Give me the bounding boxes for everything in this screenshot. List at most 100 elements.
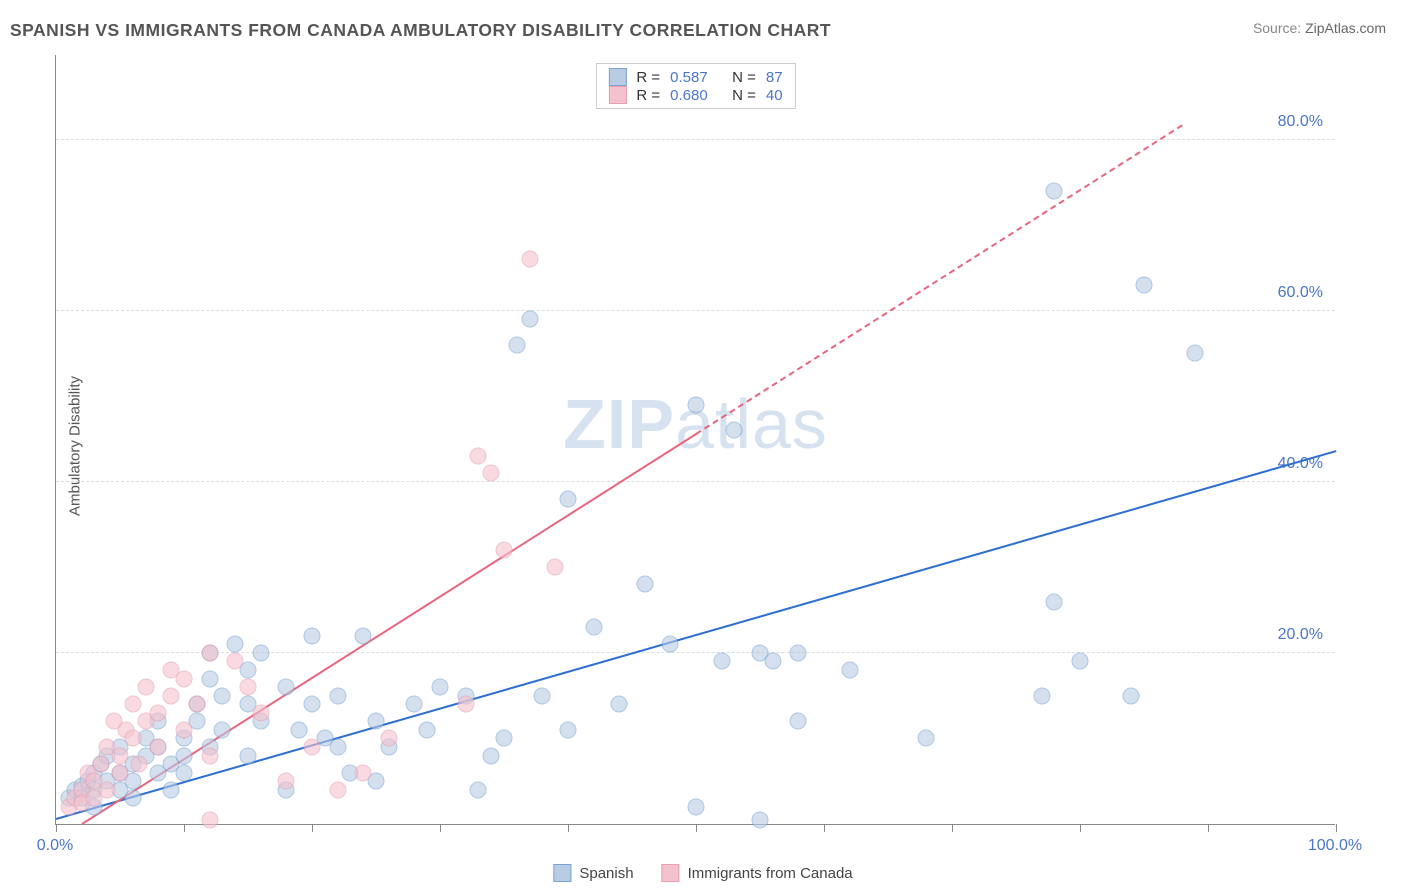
- data-point: [176, 670, 193, 687]
- data-point: [547, 559, 564, 576]
- data-point: [662, 636, 679, 653]
- chart-container: SPANISH VS IMMIGRANTS FROM CANADA AMBULA…: [0, 0, 1406, 892]
- gridline: [56, 652, 1335, 653]
- data-point: [176, 747, 193, 764]
- legend-stats: R = 0.587 N = 87R = 0.680 N = 40: [595, 63, 795, 109]
- source-value: ZipAtlas.com: [1305, 20, 1386, 36]
- chart-title: SPANISH VS IMMIGRANTS FROM CANADA AMBULA…: [10, 20, 831, 41]
- x-tick: [696, 824, 697, 832]
- trend-line: [56, 450, 1337, 820]
- data-point: [752, 811, 769, 828]
- data-point: [470, 448, 487, 465]
- watermark-bold: ZIP: [563, 385, 675, 463]
- gridline: [56, 139, 1335, 140]
- data-point: [252, 644, 269, 661]
- x-tick: [312, 824, 313, 832]
- gridline: [56, 481, 1335, 482]
- data-point: [304, 696, 321, 713]
- data-point: [483, 465, 500, 482]
- legend-N-label: N =: [732, 87, 756, 104]
- data-point: [163, 687, 180, 704]
- data-point: [112, 747, 129, 764]
- data-point: [764, 653, 781, 670]
- trend-line: [695, 124, 1182, 435]
- legend-swatch: [553, 864, 571, 882]
- data-point: [726, 422, 743, 439]
- legend-series-label: Spanish: [579, 865, 633, 882]
- data-point: [1136, 277, 1153, 294]
- data-point: [124, 730, 141, 747]
- data-point: [841, 662, 858, 679]
- data-point: [214, 721, 231, 738]
- data-point: [419, 721, 436, 738]
- data-point: [470, 781, 487, 798]
- y-tick-label: 20.0%: [1278, 626, 1323, 644]
- source-attribution: Source: ZipAtlas.com: [1253, 20, 1386, 36]
- data-point: [304, 627, 321, 644]
- data-point: [278, 679, 295, 696]
- data-point: [713, 653, 730, 670]
- legend-R-value: 0.680: [670, 87, 722, 104]
- data-point: [176, 764, 193, 781]
- data-point: [508, 336, 525, 353]
- data-point: [227, 653, 244, 670]
- legend-item: Spanish: [553, 864, 633, 882]
- legend-swatch: [608, 68, 626, 86]
- data-point: [92, 756, 109, 773]
- source-label: Source:: [1253, 20, 1305, 36]
- data-point: [252, 704, 269, 721]
- data-point: [406, 696, 423, 713]
- legend-series-label: Immigrants from Canada: [688, 865, 853, 882]
- legend-R-value: 0.587: [670, 69, 722, 86]
- data-point: [150, 739, 167, 756]
- data-point: [560, 721, 577, 738]
- x-tick: [1336, 824, 1337, 832]
- data-point: [496, 542, 513, 559]
- data-point: [355, 764, 372, 781]
- x-max-label: 100.0%: [1308, 837, 1362, 855]
- data-point: [291, 721, 308, 738]
- x-tick: [440, 824, 441, 832]
- y-tick-label: 60.0%: [1278, 284, 1323, 302]
- data-point: [124, 696, 141, 713]
- data-point: [137, 679, 154, 696]
- legend-R-label: R =: [636, 87, 660, 104]
- legend-N-value: 40: [766, 87, 783, 104]
- data-point: [240, 747, 257, 764]
- x-tick: [824, 824, 825, 832]
- x-tick: [56, 824, 57, 832]
- x-tick: [952, 824, 953, 832]
- data-point: [560, 490, 577, 507]
- data-point: [201, 811, 218, 828]
- data-point: [329, 687, 346, 704]
- data-point: [585, 619, 602, 636]
- x-tick: [568, 824, 569, 832]
- legend-N-value: 87: [766, 69, 783, 86]
- y-tick-label: 80.0%: [1278, 113, 1323, 131]
- data-point: [790, 713, 807, 730]
- legend-item: Immigrants from Canada: [662, 864, 853, 882]
- legend-N-label: N =: [732, 69, 756, 86]
- data-point: [329, 739, 346, 756]
- legend-swatch: [608, 86, 626, 104]
- data-point: [304, 739, 321, 756]
- gridline: [56, 310, 1335, 311]
- data-point: [188, 696, 205, 713]
- data-point: [432, 679, 449, 696]
- data-point: [918, 730, 935, 747]
- data-point: [368, 713, 385, 730]
- data-point: [201, 747, 218, 764]
- data-point: [201, 644, 218, 661]
- data-point: [131, 756, 148, 773]
- data-point: [112, 764, 129, 781]
- legend-stats-row: R =0.587N =87: [608, 68, 782, 86]
- plot-area: ZIPatlas R =0.587N =87R =0.680N =40 20.0…: [55, 55, 1335, 825]
- data-point: [688, 396, 705, 413]
- data-point: [227, 636, 244, 653]
- legend-stats-row: R = 0.680 N = 40: [608, 86, 782, 104]
- data-point: [521, 251, 538, 268]
- data-point: [163, 781, 180, 798]
- data-point: [176, 721, 193, 738]
- data-point: [355, 627, 372, 644]
- data-point: [1187, 345, 1204, 362]
